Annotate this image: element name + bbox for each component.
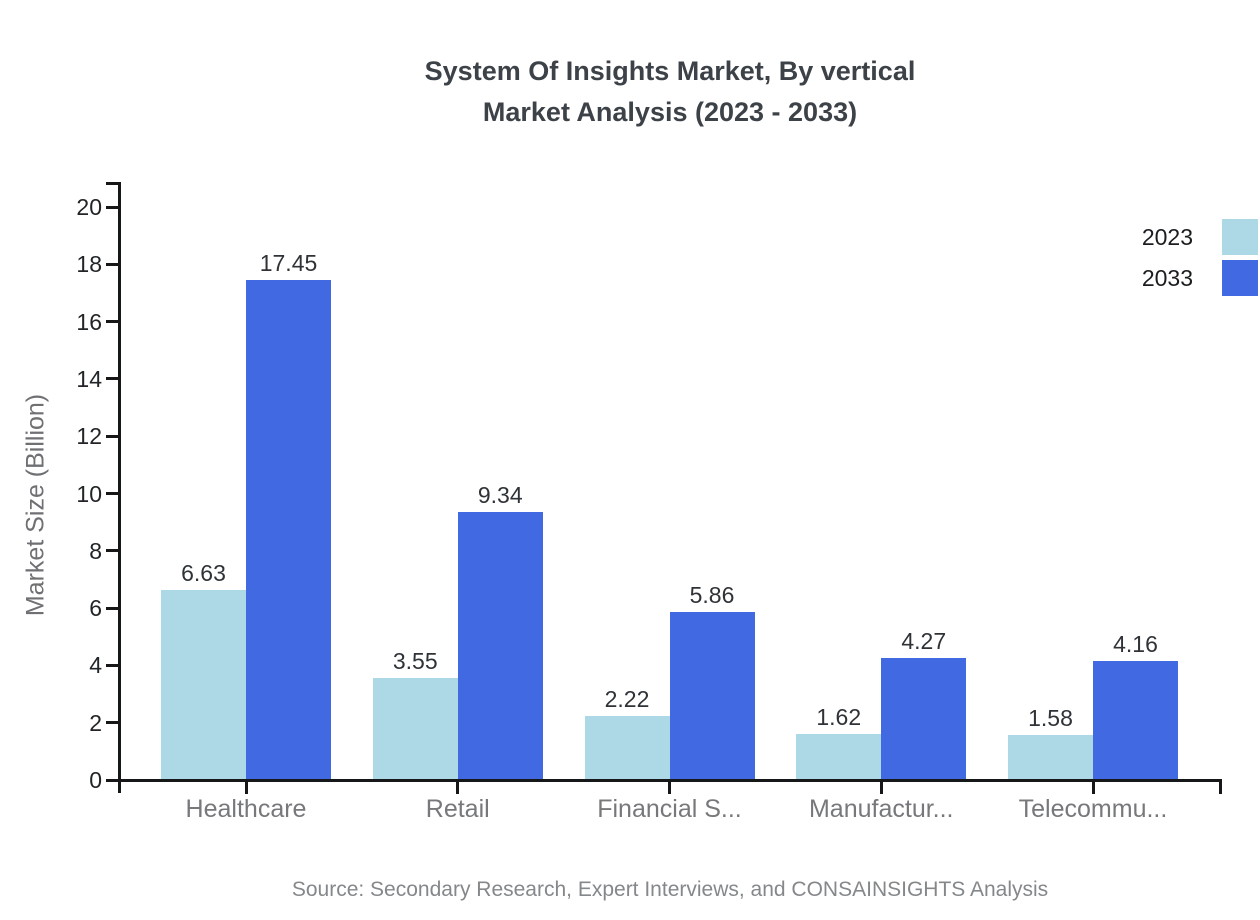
y-tick-mark (106, 778, 118, 782)
bar-2033-Healthcare (246, 280, 331, 780)
y-tick-mark (106, 549, 118, 553)
bar-2033-Manufactur... (881, 657, 967, 780)
x-tick-mark (879, 782, 883, 794)
y-tick-mark (106, 377, 118, 381)
y-tick-mark (106, 663, 118, 667)
value-label: 1.58 (1028, 704, 1073, 731)
bar-2033-Retail (457, 512, 543, 780)
bar-2023-Retail (372, 678, 458, 780)
x-tick-mark (668, 782, 671, 794)
legend-item: 2033 (1142, 260, 1258, 296)
y-tick-mark (106, 721, 118, 725)
value-label: 4.16 (1113, 630, 1158, 657)
value-label: 1.62 (816, 703, 862, 730)
y-axis-end-tick (106, 182, 118, 185)
bar-2023-Healthcare (161, 590, 246, 780)
x-axis-line (118, 779, 1222, 782)
y-tick-mark (106, 320, 118, 324)
chart-title-line-1: System Of Insights Market, By vertical (424, 56, 916, 86)
legend: 2023 2033 (1142, 219, 1258, 296)
value-label: 6.63 (181, 560, 226, 587)
y-tick-label: 14 (76, 365, 102, 392)
bar-2033-Financial S... (669, 612, 755, 780)
legend-label: 2023 (1141, 224, 1193, 250)
y-tick-label: 6 (89, 595, 102, 622)
y-tick-label: 2 (89, 709, 102, 736)
y-tick-mark (106, 492, 118, 495)
legend-item: 2023 (1142, 219, 1258, 255)
value-label: 2.22 (604, 686, 650, 713)
value-label: 3.55 (392, 648, 438, 675)
y-tick-label: 20 (76, 194, 102, 220)
legend-swatch (1222, 260, 1258, 296)
y-tick-label: 10 (76, 480, 102, 507)
chart-title-line-2: Market Analysis (2023 - 2033) (482, 97, 858, 127)
y-tick-label: 4 (89, 652, 102, 679)
bar-2033-Telecommu... (1093, 660, 1178, 780)
value-label: 9.34 (477, 482, 523, 509)
bar-2023-Manufactur... (796, 733, 882, 780)
x-tick-mark (456, 782, 460, 794)
y-tick-label: 0 (89, 767, 102, 793)
value-label: 5.86 (689, 582, 735, 609)
y-tick-mark (106, 434, 118, 438)
y-tick-label: 8 (89, 537, 102, 564)
x-tick-mark (244, 782, 248, 794)
category-label: Financial S... (597, 795, 742, 823)
source-text: Source: Secondary Research, Expert Inter… (291, 878, 1049, 901)
x-axis-end-tick (1219, 782, 1222, 794)
legend-swatch (1222, 219, 1258, 255)
category-label: Retail (425, 795, 490, 823)
bar-2023-Financial S... (584, 716, 670, 780)
y-tick-label: 12 (76, 423, 102, 450)
value-label: 4.27 (901, 627, 947, 654)
chart-title: System Of Insights Market, By vertical M… (80, 51, 1260, 133)
y-tick-mark (106, 262, 118, 266)
y-tick-label: 16 (76, 308, 102, 335)
x-tick-mark (1091, 782, 1095, 794)
y-axis-line (118, 182, 121, 793)
y-tick-mark (106, 606, 118, 610)
y-tick-label: 18 (76, 251, 102, 278)
category-label: Telecommu... (1018, 795, 1168, 823)
bar-2023-Telecommu... (1008, 734, 1093, 780)
value-label: 17.45 (259, 250, 318, 277)
y-tick-mark (106, 205, 118, 209)
category-label: Healthcare (185, 795, 307, 823)
category-label: Manufactur... (808, 795, 954, 823)
legend-label: 2033 (1141, 265, 1193, 291)
